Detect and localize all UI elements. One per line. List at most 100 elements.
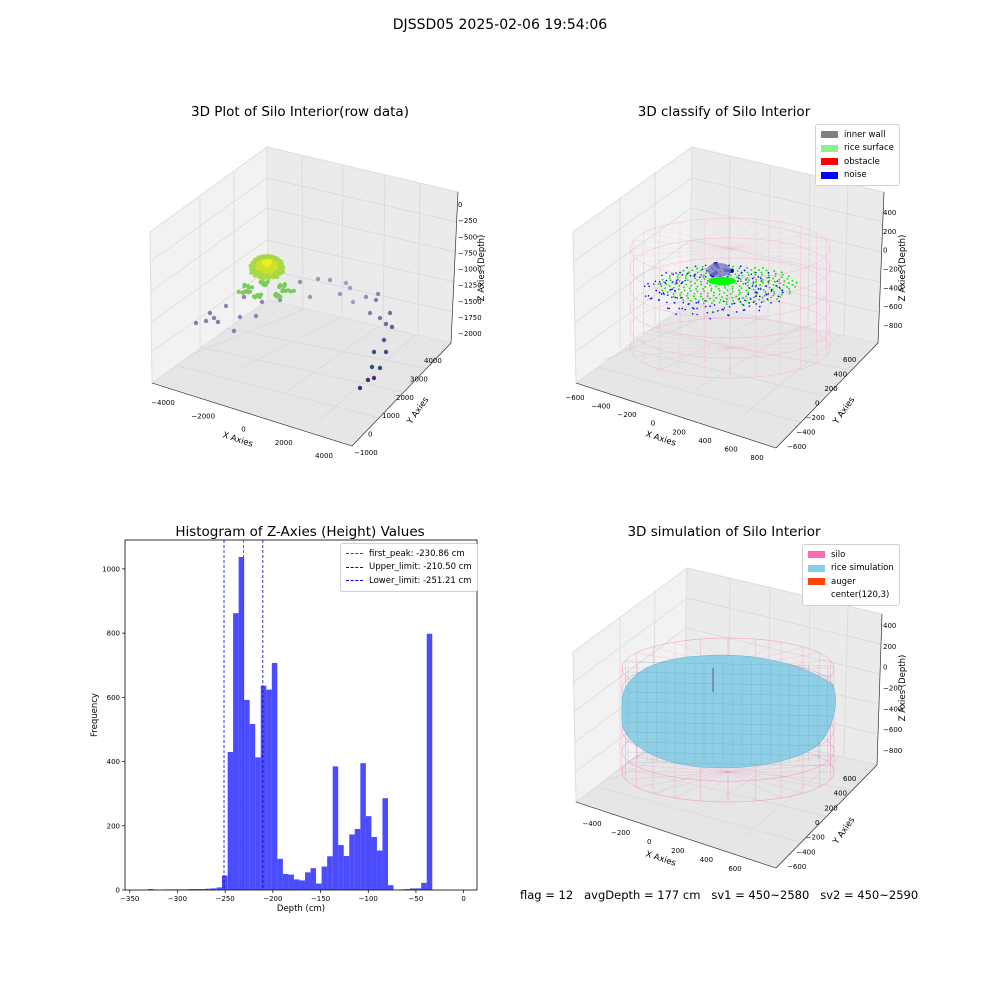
silo-wire-spoke	[633, 247, 731, 256]
data-point	[288, 289, 293, 294]
rice-surface-point	[705, 300, 708, 302]
z-tick-label: −1250	[458, 282, 482, 290]
histogram-axes: −350 −300 −250 −200 −150 −100 −50 0 0 200 400 600 80…	[90, 539, 478, 914]
noise-point	[765, 285, 768, 287]
rice-surface-point	[734, 273, 737, 276]
y-tick-label: 600	[107, 694, 120, 702]
rice-surface-point	[752, 283, 755, 286]
rice-surface-point	[662, 281, 665, 283]
legend-entry: noise	[821, 169, 894, 183]
rice-surface-point	[750, 269, 753, 271]
histogram-bar	[371, 837, 377, 890]
silo-wire-spoke	[729, 221, 781, 249]
rice-surface-point	[763, 294, 766, 297]
noise-point	[751, 277, 754, 280]
noise-point	[676, 297, 679, 299]
x-tick-label: 2000	[275, 439, 293, 447]
surface-mesh-line	[625, 681, 835, 687]
histogram-bar	[271, 662, 278, 890]
rice-surface-point	[772, 277, 775, 280]
rice-surface-point	[723, 284, 726, 287]
noise-point	[681, 296, 683, 299]
surface-mesh-line	[625, 691, 835, 697]
noise-point	[768, 276, 770, 279]
data-point	[248, 263, 253, 268]
z-tick-label: −200	[883, 266, 902, 274]
z-tick-label: −800	[883, 322, 902, 330]
rice-surface-point	[753, 296, 756, 299]
rice-surface-point	[774, 275, 777, 278]
noise-point	[744, 299, 746, 302]
rice-surface-point	[752, 288, 755, 291]
rice-surface-point	[786, 277, 789, 280]
data-point	[265, 279, 270, 285]
rice-surface-point	[741, 303, 744, 306]
z-tick-label: −1500	[458, 298, 482, 306]
rice-surface-point	[708, 297, 711, 300]
rice-surface-point	[684, 275, 687, 278]
y-tick-label: 0	[815, 400, 819, 408]
noise-point	[759, 305, 761, 308]
y-tick-label: 3000	[410, 375, 428, 383]
histogram-bar	[193, 889, 200, 890]
noise-point	[752, 301, 755, 303]
z-axis-label: Z Axies (Depth)	[898, 655, 908, 722]
noise-point	[781, 289, 784, 291]
histogram-bar	[182, 889, 188, 890]
data-point	[291, 288, 296, 293]
noise-point	[713, 304, 716, 306]
histogram-bar	[249, 723, 256, 890]
rice-surface-point	[688, 271, 690, 274]
z-axis-label: Z Axies (Depth)	[477, 235, 487, 302]
rice-surface-point	[742, 283, 745, 285]
legend-label: Lower_limit: -251.21 cm	[369, 575, 472, 586]
silo-wire-spoke	[729, 347, 801, 370]
silo-wire-spoke	[679, 221, 731, 249]
data-point	[260, 254, 266, 259]
noise-point	[704, 299, 707, 302]
rice-surface-point	[732, 299, 734, 302]
rice-surface-point	[680, 291, 683, 294]
data-point	[249, 270, 254, 275]
z-tick-label: 400	[883, 209, 896, 217]
rice-surface-point	[685, 283, 688, 286]
rice-surface-point	[668, 277, 671, 280]
noise-point	[755, 303, 758, 305]
rice-surface-point	[774, 272, 777, 275]
data-point	[389, 324, 395, 330]
z-tick-label: 200	[883, 643, 896, 651]
data-point	[260, 277, 266, 282]
noise-point	[701, 268, 704, 270]
legend-label: noise	[844, 170, 867, 181]
noise-point	[679, 271, 681, 274]
noise-point	[751, 285, 754, 287]
rice-surface-point	[780, 276, 783, 279]
data-point	[207, 310, 213, 316]
silo-wire-spoke	[704, 318, 731, 349]
x-tick-label: −2000	[191, 412, 215, 420]
histogram-bar	[170, 889, 177, 890]
noise-point	[675, 313, 678, 316]
y-tick-label: 400	[107, 758, 120, 766]
silo-wire-spoke	[729, 340, 827, 349]
x-tick-label: −200	[611, 829, 630, 837]
z-tick-label: −800	[883, 747, 902, 755]
data-point	[215, 319, 221, 325]
data-point	[257, 274, 262, 280]
rice-surface-point	[773, 280, 776, 283]
rice-surface-point	[697, 300, 700, 302]
noise-point	[777, 295, 780, 298]
noise-point	[765, 293, 768, 296]
x-tick-label: 0	[651, 420, 655, 428]
silo-wire-spoke	[643, 247, 731, 264]
data-point	[383, 321, 389, 327]
x-tick-label: 200	[672, 428, 685, 436]
y-tick-label: 0	[815, 819, 819, 827]
legend-entry: rice simulation	[808, 562, 894, 576]
histogram-frame	[124, 539, 478, 891]
noise-point	[758, 295, 761, 298]
rice-surface-point	[686, 279, 689, 282]
histogram-bar	[321, 866, 328, 890]
rice-surface-point	[696, 271, 699, 274]
noise-point	[775, 284, 778, 287]
